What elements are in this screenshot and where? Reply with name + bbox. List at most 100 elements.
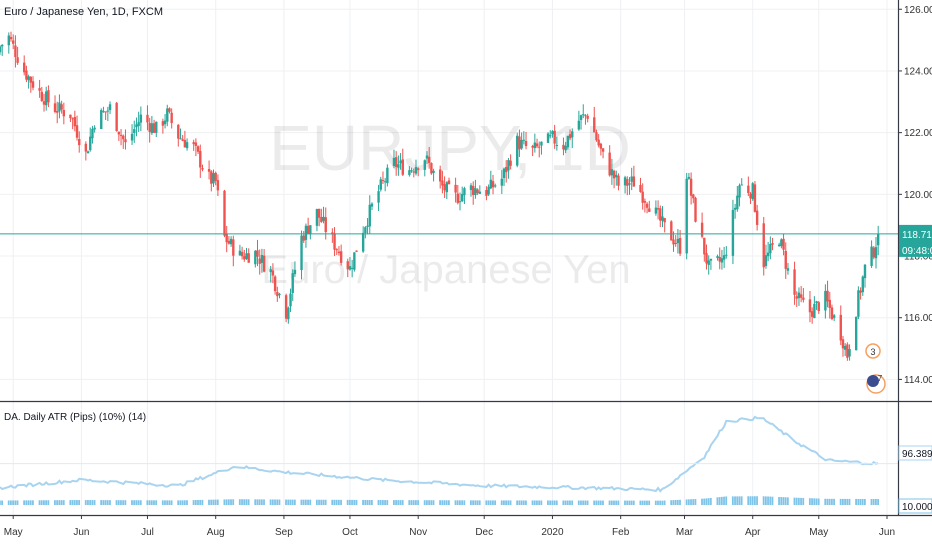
atr-hist-bar <box>276 499 279 505</box>
atr-hist-bar <box>139 500 142 505</box>
atr-hist-bar <box>124 500 127 505</box>
event-badge-bottom[interactable]: 7 <box>866 374 886 394</box>
candle-body <box>115 102 118 131</box>
candle-body <box>102 111 105 113</box>
atr-hist-bar <box>580 500 582 505</box>
candle-body <box>571 131 574 138</box>
atr-hist-bar <box>56 500 59 505</box>
candle-body <box>766 252 770 257</box>
atr-hist-bar <box>784 497 787 505</box>
candle-body <box>753 184 757 212</box>
atr-hist-bar <box>617 500 620 505</box>
candle-body <box>656 208 660 210</box>
candle-body <box>423 160 426 170</box>
atr-hist-bar <box>595 500 598 505</box>
atr-hist-bar <box>71 500 74 505</box>
candle-body <box>93 127 96 130</box>
atr-hist-bar <box>626 500 629 505</box>
atr-hist-bar <box>753 496 756 505</box>
candle-body <box>555 145 559 147</box>
atr-hist-bar <box>769 496 772 505</box>
candle-body <box>738 185 741 198</box>
candle-body <box>870 246 873 266</box>
candle-body <box>379 179 382 190</box>
atr-hist-bar <box>430 500 433 505</box>
atr-hist-bar <box>780 497 783 505</box>
candle-body <box>538 146 541 148</box>
candle-body <box>689 178 693 196</box>
candle-body <box>163 120 167 125</box>
candle-body <box>828 299 831 308</box>
candle-body <box>399 160 402 164</box>
time-tick-label: May <box>809 527 828 538</box>
candle-body <box>786 268 790 271</box>
candle-body <box>416 168 420 170</box>
candle-body <box>597 139 600 146</box>
atr-hist-bar <box>384 500 386 505</box>
atr-hist-bar <box>762 496 765 505</box>
candle-body <box>848 349 851 357</box>
atr-hist-bar <box>412 500 415 505</box>
candle-body <box>861 276 864 293</box>
atr-hist-bar <box>337 499 340 505</box>
atr-hist-bar <box>0 500 1 505</box>
atr-hist-bar <box>300 499 303 505</box>
candles <box>0 31 880 361</box>
candle-body <box>678 237 682 254</box>
indicator-title[interactable]: DA. Daily ATR (Pips) (10%) (14) <box>4 412 146 423</box>
atr-hist-bar <box>335 499 338 505</box>
atr-hist-bar <box>256 499 259 505</box>
candle-body <box>40 91 44 101</box>
candle-body <box>595 132 598 141</box>
atr-hist-bar <box>472 500 475 505</box>
candle-body <box>348 266 352 270</box>
atr-hist-bar <box>863 498 866 505</box>
time-tick-label: Nov <box>409 527 427 538</box>
candle-body <box>874 247 878 259</box>
candle-body <box>227 240 231 244</box>
price-axis[interactable]: 126.000 124.000 122.000 120.000 118.000 116.0… <box>898 5 932 386</box>
atr-hist-bar <box>170 500 173 505</box>
atr-hist-bar <box>408 500 411 505</box>
atr-hist-bar <box>7 500 10 505</box>
candle-body <box>16 57 19 63</box>
atr-hist-bar <box>597 500 600 505</box>
atr-hist-bar <box>672 500 675 505</box>
candle-body <box>146 114 149 123</box>
candle-body <box>291 273 294 293</box>
atr-hist-bar <box>841 498 844 505</box>
candle-body <box>654 207 658 214</box>
candle-body <box>507 160 510 171</box>
candle-body <box>722 255 726 260</box>
time-axis[interactable]: May Jun Jul Aug Sep Oct Nov Dec 2020 Feb Mar Apr May… <box>4 515 895 538</box>
candle-body <box>306 225 310 234</box>
candle-body <box>278 293 281 295</box>
atr-hist-bar <box>395 500 397 505</box>
last-price-tag: 118.717 09:48:04 <box>899 224 932 257</box>
atr-hist-bar <box>736 496 739 505</box>
atr-hist-bar <box>377 500 380 505</box>
time-tick-label: Jun <box>73 527 89 538</box>
candle-body <box>260 254 264 263</box>
atr-hist-bar <box>500 500 503 505</box>
event-badge-top[interactable]: 3 <box>865 343 881 359</box>
atr-hist-bar <box>168 500 171 505</box>
atr-hist-bar <box>247 499 250 505</box>
candle-body <box>454 184 457 193</box>
atr-hist-bar <box>608 500 611 505</box>
candle-body <box>427 156 431 163</box>
atr-hist-bar <box>322 499 325 505</box>
candle-body <box>641 191 644 203</box>
candle-body <box>520 139 523 149</box>
candle-body <box>104 111 107 113</box>
atr-hist-bar <box>133 500 136 505</box>
atr-hist-bar <box>186 500 188 505</box>
candle-body <box>254 250 257 265</box>
atr-hist-bar <box>456 500 459 505</box>
atr-hist-bar <box>562 500 565 505</box>
candle-body <box>194 142 198 146</box>
atr-hist-bar <box>423 500 426 505</box>
candle-body <box>119 134 123 136</box>
